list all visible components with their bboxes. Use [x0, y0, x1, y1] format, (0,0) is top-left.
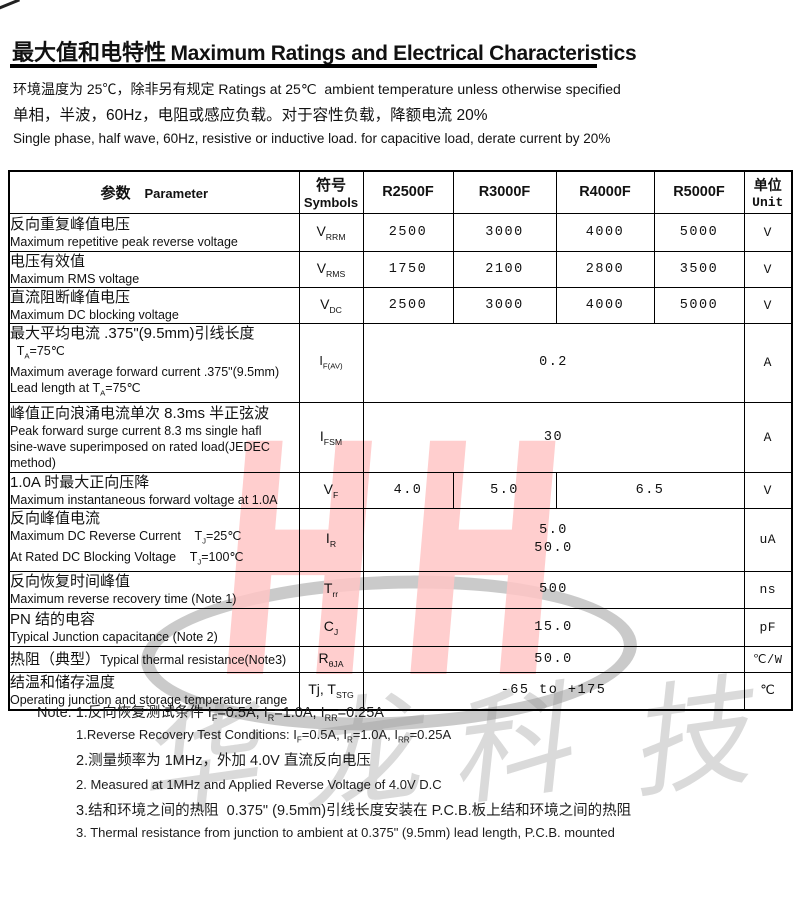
unit-cell: ℃ — [743, 671, 793, 711]
param-cell: 直流阻断峰值电压 Maximum DC blocking voltage — [8, 286, 300, 324]
value-cell: 2100 — [452, 250, 557, 288]
param-cell: 电压有效值 Maximum RMS voltage — [8, 250, 300, 288]
param-cell: PN 结的电容 Typical Junction capacitance (Not… — [8, 607, 300, 647]
value-cell-span: 0.2 — [362, 322, 745, 403]
symbol-cell: VDC — [298, 286, 364, 324]
param-cell: 热阻（典型）Typical thermal resistance(Note3) — [8, 645, 300, 673]
param-cell: 峰值正向浪涌电流单次 8.3ms 半正弦波 Peak forward surge… — [8, 401, 300, 473]
table-row-ifav: 最大平均电流 .375"(9.5mm)引线长度 TA=75℃ Maximum a… — [8, 322, 793, 403]
param-cell: 1.0A 时最大正向压降 Maximum instantaneous forwar… — [8, 471, 300, 509]
value-cell-span: 30 — [362, 401, 745, 473]
title-underline — [10, 64, 597, 68]
value-cell: 5000 — [653, 212, 745, 252]
ratings-table: 参数 Parameter 符号 Symbols R2500F R3000F R400… — [8, 170, 793, 711]
header-model-r2500f: R2500F — [362, 170, 454, 214]
table-row-vf: 1.0A 时最大正向压降 Maximum instantaneous forwar… — [8, 471, 793, 509]
value-cell-span: 5.0 50.0 — [362, 507, 745, 572]
table-row-ifsm: 峰值正向浪涌电流单次 8.3ms 半正弦波 Peak forward surge… — [8, 401, 793, 473]
header-symbols: 符号 Symbols — [298, 170, 364, 214]
param-cell: 反向重复峰值电压 Maximum repetitive peak reverse … — [8, 212, 300, 252]
symbol-cell: IFSM — [298, 401, 364, 473]
symbol-cell: VF — [298, 471, 364, 509]
unit-cell: V — [743, 471, 793, 509]
table-header-row: 参数 Parameter 符号 Symbols R2500F R3000F R400… — [8, 170, 793, 214]
unit-cell: pF — [743, 607, 793, 647]
table-row-vrrm: 反向重复峰值电压 Maximum repetitive peak reverse … — [8, 212, 793, 252]
value-cell: 3500 — [653, 250, 745, 288]
value-cell: 2500 — [362, 212, 454, 252]
note-line: 1.Reverse Recovery Test Conditions: IF=0… — [76, 727, 452, 745]
page-title: 最大值和电特性 Maximum Ratings and Electrical C… — [12, 35, 637, 67]
unit-cell: A — [743, 401, 793, 473]
intro-line-2: 单相，半波，60Hz，电阻或感应负载。对于容性负载，降额电流 20% — [13, 107, 488, 124]
value-cell-span: 6.5 — [555, 471, 745, 509]
value-cell: 5.0 — [452, 471, 557, 509]
page-title-zh: 最大值和电特性 — [12, 40, 167, 65]
symbol-cell: IR — [298, 507, 364, 572]
page-title-en: Maximum Ratings and Electrical Character… — [170, 42, 637, 65]
note-prefix: Note: — [37, 705, 76, 721]
symbol-cell: RθJA — [298, 645, 364, 673]
table-row-tjtstg: 结温和储存温度 Operating junction and storage te… — [8, 671, 793, 711]
unit-cell: uA — [743, 507, 793, 572]
value-cell-span: 50.0 — [362, 645, 745, 673]
value-cell: 4.0 — [362, 471, 454, 509]
header-model-r4000f: R4000F — [555, 170, 655, 214]
value-cell: 2500 — [362, 286, 454, 324]
header-model-r3000f: R3000F — [452, 170, 557, 214]
intro-line-3: Single phase, half wave, 60Hz, resistive… — [13, 131, 611, 146]
unit-cell: ns — [743, 570, 793, 609]
unit-cell: ℃/W — [743, 645, 793, 673]
value-cell-span: 500 — [362, 570, 745, 609]
header-model-r5000f: R5000F — [653, 170, 745, 214]
table-row-ir: 反向峰值电流 Maximum DC Reverse Current TJ=25℃… — [8, 507, 793, 572]
value-cell: 2800 — [555, 250, 655, 288]
value-cell-span: 15.0 — [362, 607, 745, 647]
unit-cell: V — [743, 212, 793, 252]
table-row-vrms: 电压有效值 Maximum RMS voltage VRMS 1750 2100 … — [8, 250, 793, 288]
value-cell: 3000 — [452, 286, 557, 324]
value-cell-span: -65 to +175 — [362, 671, 745, 711]
page-corner-mark — [0, 0, 20, 10]
table-row-vdc: 直流阻断峰值电压 Maximum DC blocking voltage VDC … — [8, 286, 793, 324]
header-unit: 单位 Unit — [743, 170, 793, 214]
param-cell: 最大平均电流 .375"(9.5mm)引线长度 TA=75℃ Maximum a… — [8, 322, 300, 403]
value-cell: 1750 — [362, 250, 454, 288]
header-parameter: 参数 Parameter — [8, 170, 300, 214]
intro-line-1: 环境温度为 25℃，除非另有规定 Ratings at 25℃ ambient … — [13, 81, 621, 97]
table-row-rthja: 热阻（典型）Typical thermal resistance(Note3) … — [8, 645, 793, 673]
value-cell: 3000 — [452, 212, 557, 252]
symbol-cell: CJ — [298, 607, 364, 647]
note-line: 3.结和环境之间的热阻 0.375" (9.5mm)引线长度安装在 P.C.B.… — [76, 803, 632, 819]
note-line: 2. Measured at 1MHz and Applied Reverse … — [76, 777, 442, 792]
unit-cell: V — [743, 250, 793, 288]
param-cell: 反向峰值电流 Maximum DC Reverse Current TJ=25℃… — [8, 507, 300, 572]
unit-cell: V — [743, 286, 793, 324]
unit-cell: A — [743, 322, 793, 403]
table-row-cj: PN 结的电容 Typical Junction capacitance (Not… — [8, 607, 793, 647]
table-row-trr: 反向恢复时间峰值 Maximum reverse recovery time (N… — [8, 570, 793, 609]
symbol-cell: IF(AV) — [298, 322, 364, 403]
note-line: 2.测量频率为 1MHz，外加 4.0V 直流反向电压 — [76, 753, 371, 769]
value-cell: 5000 — [653, 286, 745, 324]
symbol-cell: Trr — [298, 570, 364, 609]
note-line: 3. Thermal resistance from junction to a… — [76, 825, 615, 840]
value-cell: 4000 — [555, 286, 655, 324]
param-cell: 反向恢复时间峰值 Maximum reverse recovery time (N… — [8, 570, 300, 609]
param-cell: 结温和储存温度 Operating junction and storage te… — [8, 671, 300, 711]
symbol-cell: VRMS — [298, 250, 364, 288]
symbol-cell: VRRM — [298, 212, 364, 252]
value-cell: 4000 — [555, 212, 655, 252]
note-line: Note: 1.反向恢复测试条件 IF=0.5A, IR=1.0A, IRR=0… — [37, 705, 384, 723]
